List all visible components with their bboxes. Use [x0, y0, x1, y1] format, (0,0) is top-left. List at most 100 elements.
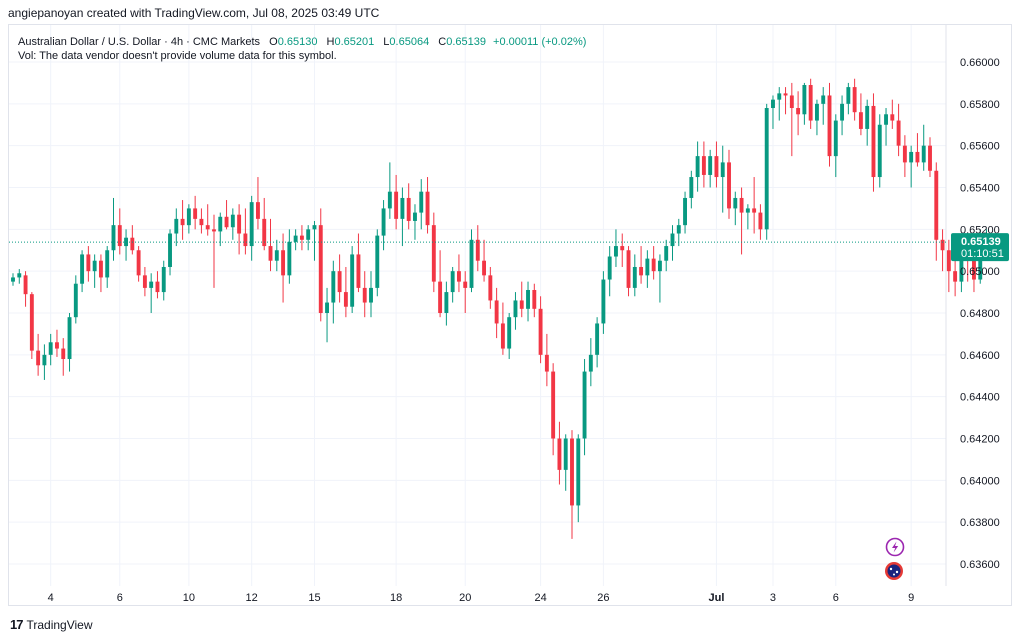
candle-body [111, 225, 116, 251]
candle [488, 266, 493, 309]
candle [576, 434, 581, 523]
candle [626, 246, 631, 297]
candle [92, 254, 97, 288]
candle [664, 239, 669, 272]
candle [620, 233, 625, 267]
candle-body [972, 254, 976, 280]
candle [858, 93, 863, 136]
candle [865, 99, 870, 146]
candle [651, 246, 656, 280]
candle-body [256, 202, 260, 219]
candle [48, 333, 53, 366]
candle [318, 208, 323, 322]
candle [588, 338, 593, 387]
candle-body [105, 250, 110, 278]
candle [431, 212, 436, 293]
candle [915, 133, 920, 167]
brand-name: TradingView [26, 617, 93, 632]
candle-body [934, 170, 939, 240]
candle-body [193, 208, 198, 219]
candle [796, 91, 801, 136]
candle [381, 200, 386, 251]
candle [262, 197, 267, 251]
candle-body [745, 208, 750, 213]
candle-body [394, 191, 399, 219]
candle [42, 344, 47, 380]
candle-body [664, 246, 669, 261]
candle-body [444, 292, 449, 313]
candle-body [727, 162, 731, 209]
event-icon-lightning[interactable] [885, 537, 905, 557]
candle [708, 149, 713, 188]
candle [940, 229, 945, 272]
candle [657, 254, 662, 303]
candle [186, 204, 191, 234]
candle-body [632, 266, 637, 288]
candle [155, 271, 160, 299]
time-tick-label: Jul [708, 592, 724, 604]
candle-body [142, 275, 147, 288]
candle-body [80, 254, 85, 284]
volume-note: Vol: The data vendor doesn't provide vol… [18, 50, 337, 62]
candle-body [551, 371, 556, 439]
candle-body [953, 271, 958, 282]
candle-body [218, 216, 223, 232]
time-tick-label: 3 [770, 592, 776, 604]
time-tick-label: 26 [597, 592, 609, 604]
candle-body [582, 371, 587, 439]
candle-body [318, 225, 323, 313]
price-tick-label: 0.64600 [960, 350, 1000, 362]
candle [821, 87, 826, 125]
candle [513, 292, 518, 330]
candle-body [576, 438, 581, 506]
candle-body [645, 258, 650, 276]
candle [500, 302, 505, 355]
candle-body [431, 225, 436, 282]
australia-flag-icon[interactable] [885, 562, 903, 580]
candle [482, 239, 487, 282]
candle [11, 273, 15, 286]
footer-brand[interactable]: 17 TradingView [10, 617, 93, 632]
candle [17, 269, 22, 284]
candle-body [438, 281, 443, 313]
candle [733, 191, 738, 226]
candle-body [683, 197, 687, 226]
time-tick-label: 4 [48, 592, 54, 604]
candle [494, 287, 499, 339]
candle-body [884, 114, 888, 125]
candle [720, 145, 725, 213]
change-value: +0.00011 (+0.02%) [493, 36, 587, 48]
price-badge-bg [951, 233, 1009, 262]
price-axis: 0.660000.658000.656000.654000.652000.650… [960, 57, 1000, 571]
candle [519, 281, 524, 318]
candle-body [168, 233, 172, 267]
candle [595, 317, 600, 368]
candle-body [783, 93, 788, 96]
symbol-name[interactable]: Australian Dollar / U.S. Dollar · 4h · C… [18, 36, 261, 48]
candle-body [871, 105, 876, 178]
candle-body [387, 191, 392, 209]
candle [369, 271, 373, 318]
candle [142, 266, 147, 297]
candle-body [61, 348, 66, 360]
candle-body [224, 216, 229, 228]
candle [218, 212, 223, 247]
candle [80, 250, 85, 293]
candle [683, 191, 687, 234]
candle [689, 170, 694, 209]
candle [325, 287, 329, 343]
candle [362, 271, 367, 318]
candle-body [149, 281, 154, 288]
candle [29, 292, 34, 360]
candle [676, 218, 681, 247]
candle [124, 229, 129, 261]
candle-body [92, 260, 97, 272]
candle-body [614, 246, 618, 257]
candle-body [752, 208, 757, 213]
price-tick-label: 0.65600 [960, 141, 1000, 153]
time-tick-label: 18 [390, 592, 402, 604]
candle [23, 271, 28, 307]
candle [293, 229, 298, 251]
candle [406, 183, 411, 230]
